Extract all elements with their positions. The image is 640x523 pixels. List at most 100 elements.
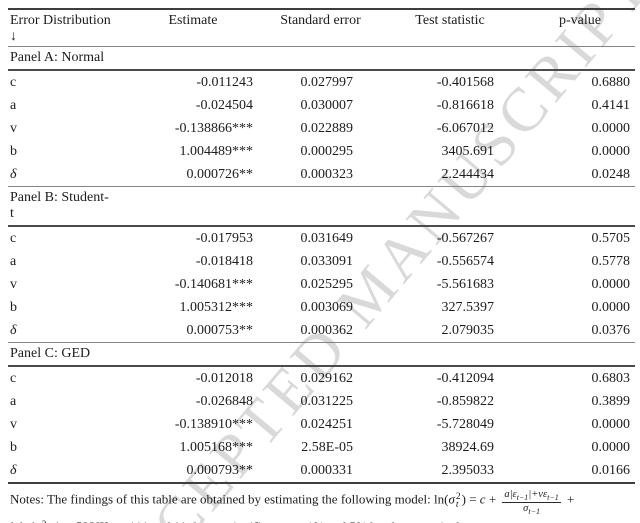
delta-symbol: δ	[75, 519, 81, 523]
cell-test-statistic: -5.728049	[436, 416, 494, 432]
superscript-2: 2	[455, 492, 461, 503]
superscript-2: 2	[42, 520, 56, 523]
cell-p-value: 0.6803	[591, 370, 631, 386]
cell-test-statistic: 327.5397	[441, 299, 495, 315]
col-header-p-value: p-value	[559, 13, 601, 28]
cell-standard-error: 0.025295	[300, 276, 354, 292]
table-row: δ 0.000753** 0.000362 2.079035 0.0376	[8, 319, 635, 343]
notes-text: ) =	[461, 491, 480, 507]
cell-p-value: 0.0166	[591, 462, 631, 478]
cell-estimate: 1.005168***	[179, 439, 254, 455]
col-header-estimate: Estimate	[168, 13, 218, 28]
notes-line-1: Notes: The findings of this table are ob…	[10, 489, 630, 517]
cell-test-statistic: 38924.69	[441, 439, 495, 455]
cell-p-value: 0.0248	[591, 166, 631, 182]
cell-estimate: -0.140681***	[174, 276, 253, 292]
row-param-label: c	[10, 230, 17, 246]
table-row: a -0.026848 0.031225 -0.859822 0.3899	[8, 390, 635, 413]
table-row: δ 0.000726** 0.000323 2.244434 0.0248	[8, 163, 635, 187]
notes-text: +	[485, 491, 500, 507]
sigma-symbol: σ	[448, 491, 455, 507]
cell-standard-error: 0.000323	[300, 166, 354, 182]
table-row: b 1.005312*** 0.003069 327.5397 0.0000	[8, 296, 635, 319]
cell-standard-error: 2.58E-05	[301, 439, 353, 455]
cell-estimate: -0.018418	[195, 253, 253, 269]
fraction-denominator: σt−1	[502, 502, 561, 517]
table-row: c -0.017953 0.031649 -0.567267 0.5705	[8, 226, 635, 250]
table-row: a -0.018418 0.033091 -0.556574 0.5778	[8, 250, 635, 273]
panel-label-text: Panel A: Normal	[10, 50, 105, 65]
down-arrow-icon: ↓	[10, 29, 17, 44]
table-row: v -0.140681*** 0.025295 -5.561683 0.0000	[8, 273, 635, 296]
table-row: v -0.138910*** 0.024251 -5.728049 0.0000	[8, 413, 635, 436]
row-param-label: δ	[10, 462, 17, 478]
cell-test-statistic: -0.401568	[436, 74, 494, 90]
fraction-numerator: a|εt−1|+vεt−1	[502, 489, 560, 502]
cell-standard-error: 0.029162	[300, 370, 354, 386]
cell-standard-error: 0.000295	[300, 143, 354, 159]
sigma-supsub: 2t−1	[42, 520, 56, 523]
row-param-label: a	[10, 393, 17, 409]
table-row: c -0.012018 0.029162 -0.412094 0.6803	[8, 366, 635, 390]
cell-test-statistic: 2.395033	[441, 462, 495, 478]
var-b: b	[10, 519, 17, 523]
table-row: b 1.004489*** 0.000295 3405.691 0.0000	[8, 140, 635, 163]
table-notes: Notes: The findings of this table are ob…	[10, 489, 630, 523]
row-param-label: a	[10, 253, 17, 269]
cell-standard-error: 0.031649	[300, 230, 354, 246]
header-row: Error Distribution ↓ Estimate Standard e…	[8, 9, 635, 47]
row-param-label: b	[10, 143, 17, 159]
cell-standard-error: 0.022889	[300, 120, 354, 136]
cell-test-statistic: 2.244434	[441, 166, 495, 182]
cell-estimate: 0.000793**	[186, 462, 254, 478]
cell-test-statistic: 2.079035	[441, 322, 495, 338]
table-row: v -0.138866*** 0.022889 -6.067012 0.0000	[8, 117, 635, 140]
table-row: c -0.011243 0.027997 -0.401568 0.6880	[8, 70, 635, 94]
cell-standard-error: 0.030007	[300, 97, 354, 113]
panel-label-text: Panel C: GED	[10, 346, 91, 361]
row-param-label: a	[10, 97, 17, 113]
panel-c-label: Panel C: GED	[8, 343, 635, 367]
cell-p-value: 0.0000	[591, 299, 631, 315]
denominator-text: σ	[523, 503, 529, 515]
subscript-t-1: t−1	[528, 507, 540, 517]
cell-standard-error: 0.033091	[300, 253, 354, 269]
table-row: b 1.005168*** 2.58E-05 38924.69 0.0000	[8, 436, 635, 459]
row-param-label: δ	[10, 166, 17, 182]
numerator-text: a|ε	[504, 489, 517, 500]
cell-p-value: 0.0000	[591, 416, 631, 432]
cell-test-statistic: -0.859822	[436, 393, 494, 409]
cell-test-statistic: 3405.691	[441, 143, 495, 159]
row-param-label: v	[10, 120, 17, 136]
row-param-label: b	[10, 299, 17, 315]
col-header-error-distribution: Error Distribution ↓	[8, 9, 140, 47]
cell-estimate: -0.026848	[195, 393, 253, 409]
cell-estimate: -0.017953	[195, 230, 253, 246]
fraction: a|εt−1|+vεt−1 σt−1	[502, 489, 561, 517]
cell-estimate: -0.138910***	[174, 416, 253, 432]
cell-estimate: -0.011243	[196, 74, 253, 90]
row-param-label: δ	[10, 322, 17, 338]
col-header-test-statistic: Test statistic	[415, 13, 485, 28]
row-param-label: v	[10, 276, 17, 292]
cell-standard-error: 0.003069	[300, 299, 354, 315]
panel-a-body: Panel A: Normal c -0.011243 0.027997 -0.401…	[8, 46, 635, 187]
cell-estimate: -0.024504	[195, 97, 253, 113]
panel-c-header-row: Panel C: GED	[8, 342, 635, 367]
table-row: δ 0.000793** 0.000331 2.395033 0.0166	[8, 459, 635, 483]
panel-b-label: Panel B: Student- t	[8, 187, 635, 227]
subscript-t-1: t−1	[547, 493, 559, 503]
cell-p-value: 0.3899	[591, 393, 631, 409]
cell-standard-error: 0.000362	[300, 322, 354, 338]
notes-text: . *** and ** denote significance at 1% a…	[123, 519, 469, 523]
cell-estimate: 1.005312***	[179, 299, 254, 315]
cell-standard-error: 0.027997	[300, 74, 354, 90]
cell-standard-error: 0.024251	[300, 416, 354, 432]
cell-estimate: -0.138866***	[174, 120, 253, 136]
notes-text: ) +	[56, 519, 74, 523]
cell-standard-error: 0.000331	[300, 462, 354, 478]
cell-estimate: -0.012018	[195, 370, 253, 386]
cell-test-statistic: -0.816618	[436, 97, 494, 113]
